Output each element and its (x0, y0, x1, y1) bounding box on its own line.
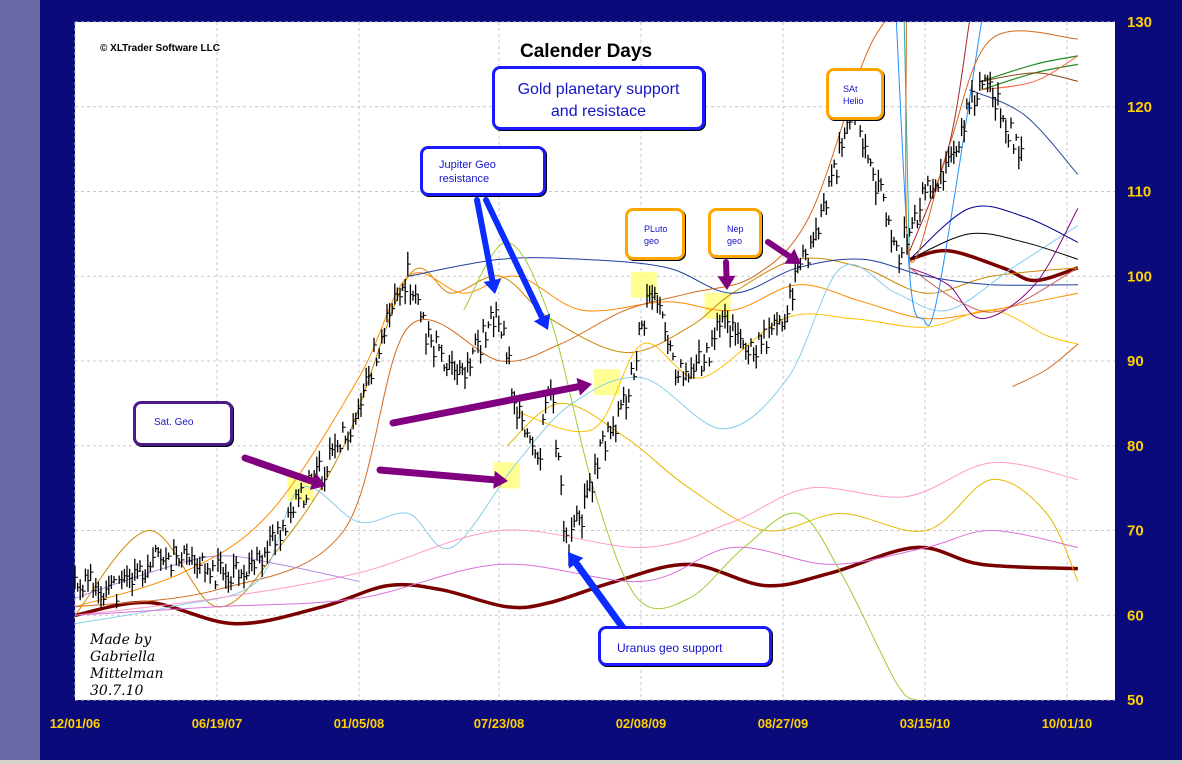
annotation-sat-helio: SAt Helio (826, 68, 884, 120)
annotation-sat-helio-text: SAt Helio (843, 84, 864, 106)
annotation-sat-geo-text: Sat. Geo (154, 417, 194, 428)
y-tick-label: 80 (1127, 438, 1144, 455)
arrow-sat-geo (241, 454, 317, 485)
arrow-jupiter (474, 197, 496, 284)
annotation-gold: Gold planetary support and resistace (492, 66, 705, 130)
arrow-sat-geo-3 (389, 383, 582, 427)
left-margin-strip (0, 0, 40, 760)
arrow-sat-geo-3-head (576, 377, 592, 396)
y-tick-label: 50 (1127, 692, 1144, 709)
planetary-curve (909, 205, 1079, 260)
y-tick-label: 70 (1127, 523, 1144, 540)
x-tick-label: 06/19/07 (192, 716, 243, 731)
x-tick-label: 10/01/10 (1042, 716, 1093, 731)
arrow-uranus-head (568, 552, 584, 569)
planetary-curve (516, 309, 1079, 433)
y-tick-label: 120 (1127, 99, 1152, 116)
price-bars (74, 71, 1025, 609)
x-tick-label: 02/08/09 (616, 716, 667, 731)
planetary-curve (909, 248, 1079, 283)
annotation-sat-geo: Sat. Geo (133, 401, 233, 446)
planetary-curve (506, 402, 1079, 582)
y-tick-label: 130 (1127, 14, 1152, 31)
arrow-jupiter-head (483, 278, 502, 294)
planetary-curve (909, 208, 1079, 320)
planetary-lines (75, 22, 1079, 700)
arrow-nep (723, 259, 730, 280)
planetary-curve (981, 55, 1079, 91)
planetary-curve (981, 55, 1079, 82)
y-tick-label: 100 (1127, 268, 1152, 285)
arrow-sat-geo-head (309, 472, 326, 490)
chart-title: Calender Days (520, 41, 653, 62)
planetary-curve (463, 241, 917, 700)
arrow-sat-geo-2-head (493, 470, 508, 489)
planetary-curve (969, 89, 1079, 175)
planetary-curve (909, 267, 1079, 313)
highlight-box (630, 271, 657, 298)
x-tick-label: 08/27/09 (758, 716, 809, 731)
highlight-box (593, 369, 620, 396)
arrow-uranus (572, 559, 630, 636)
author-credit: Made by Gabriella Mittelman 30.7.10 (90, 632, 164, 699)
annotation-jupiter: Jupiter Geo resistance (420, 146, 546, 196)
planetary-curve (75, 545, 1078, 626)
x-tick-label: 03/15/10 (900, 716, 951, 731)
y-axis-ticks: 130 120 110 100 90 80 70 60 50 (1127, 14, 1152, 709)
x-tick-label: 07/23/08 (474, 716, 525, 731)
planetary-curve (905, 22, 1078, 263)
annotation-jupiter-text: Jupiter Geo resistance (439, 159, 496, 185)
planetary-curve (1012, 343, 1079, 387)
y-tick-label: 60 (1127, 607, 1144, 624)
planetary-curve (75, 22, 885, 608)
y-tick-label: 90 (1127, 353, 1144, 370)
arrow-nep-2 (765, 239, 793, 260)
copyright-text: © XLTrader Software LLC (100, 43, 220, 54)
arrow-nep-head (717, 275, 736, 290)
taskbar-strip (0, 760, 1182, 764)
y-tick-label: 110 (1127, 184, 1151, 201)
annotation-uranus: Uranus geo support (598, 626, 772, 666)
planetary-curve (895, 22, 982, 326)
annotation-gold-text: Gold planetary support and resistace (517, 81, 680, 120)
planetary-curve (75, 529, 1078, 616)
planetary-curve (75, 272, 1078, 608)
arrow-sat-geo-2 (376, 466, 498, 484)
x-tick-label: 01/05/08 (334, 716, 385, 731)
annotation-pluto: PLuto geo (625, 208, 685, 260)
annotation-nep-text: Nep geo (727, 224, 744, 246)
planetary-curve (75, 461, 1078, 616)
annotation-pluto-text: PLuto geo (644, 224, 668, 246)
planetary-curve (981, 72, 1078, 82)
arrow-jupiter-2 (483, 197, 545, 321)
x-axis-ticks: 12/01/06 06/19/07 01/05/08 07/23/08 02/08/09… (50, 716, 1093, 731)
planetary-curve (909, 232, 1079, 260)
arrows (241, 197, 801, 636)
annotation-nep: Nep geo (708, 208, 762, 258)
planetary-curve (75, 257, 1078, 616)
planetary-curve (408, 257, 1078, 294)
annotation-uranus-text: Uranus geo support (617, 641, 723, 655)
x-tick-label: 12/01/06 (50, 716, 101, 731)
arrow-nep-2-head (784, 248, 801, 264)
arrow-jupiter-2-head (533, 313, 551, 330)
